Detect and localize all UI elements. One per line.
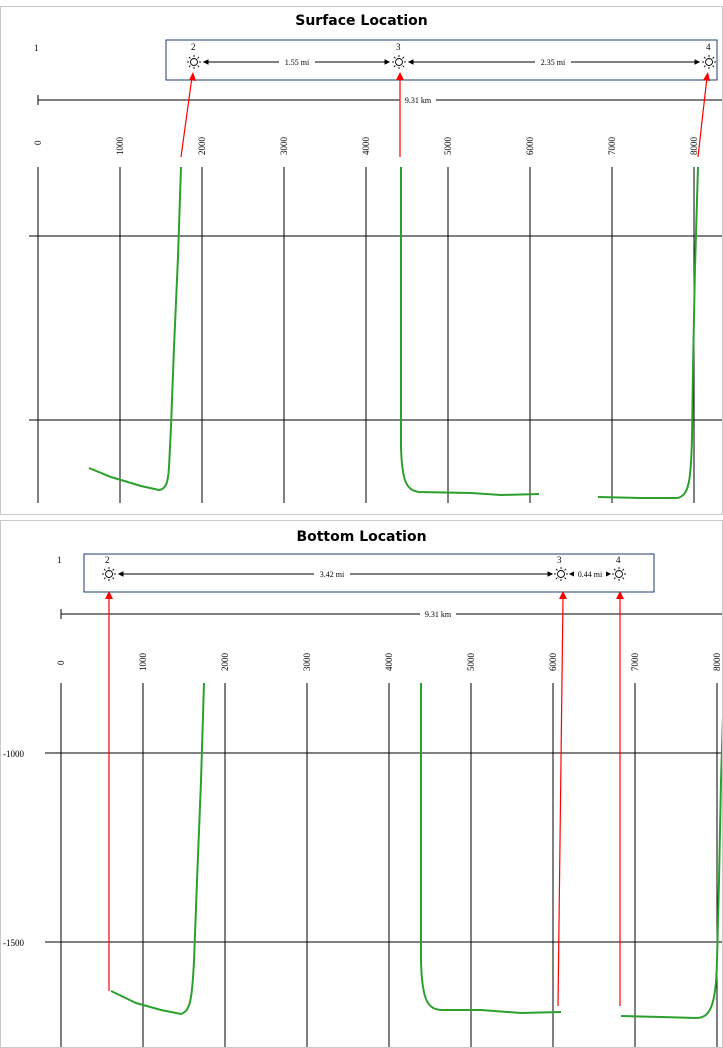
well-trajectory [400,167,540,497]
total-distance-ruler [60,609,722,619]
x-tick-label: 7000 [607,137,617,156]
x-tick-label: 5000 [466,653,476,672]
well-pointer-arrow [697,72,710,158]
surface-location-panel: Surface Location 1 2 3 4 [0,6,723,515]
x-tick-label: 2000 [197,137,207,156]
well-pointer-arrow [105,591,113,991]
sun-icon [554,567,568,581]
panel-title: Surface Location [295,13,428,29]
location-box [165,39,718,81]
surface-location-canvas: 1 2 3 4 [29,39,722,503]
sun-icon [187,55,201,69]
panel-title: Bottom Location [296,529,427,545]
sun-icon [392,55,406,69]
bottom-location-canvas: 1 2 3 4 [3,553,722,1047]
x-tick-label: 4000 [361,137,371,156]
x-tick-label: 7000 [630,653,640,672]
bottom-location-panel: Bottom Location 1 2 3 4 [0,520,723,1048]
x-tick-label: 1000 [138,653,148,672]
box-left-label: 1 [57,555,62,565]
distance-label: 2.35 mi [541,58,566,67]
well-label-3: 3 [557,555,562,565]
total-distance-ruler [37,95,722,105]
x-tick-label: 2000 [220,653,230,672]
horizontal-grid-lines [29,235,722,421]
well-pointer-arrow [180,72,196,158]
well-label-4: 4 [706,42,711,52]
horizontal-grid-lines [45,752,722,943]
x-tick-label: 6000 [548,653,558,672]
total-distance-label: 9.31 km [425,610,452,619]
distance-label: 1.55 mi [285,58,310,67]
sun-icon [702,55,716,69]
sun-icon [612,567,626,581]
well-trajectory [88,166,182,492]
x-tick-label: 8000 [712,653,722,672]
well-trajectory [420,683,562,1015]
x-tick-label: 4000 [384,653,394,672]
well-label-3: 3 [396,42,401,52]
box-left-label: 1 [34,43,39,53]
distance-label: 0.44 mi [578,570,603,579]
well-pointer-arrow [557,591,567,1007]
depth-label: -1500 [3,938,24,948]
well-label-4: 4 [616,555,621,565]
well-label-2: 2 [191,42,196,52]
well-trajectory [597,166,699,499]
well-trajectory [110,682,205,1016]
x-tick-label: 6000 [525,137,535,156]
well-pointer-arrow [616,591,624,1006]
x-tick-label: 5000 [443,137,453,156]
depth-label: -1000 [3,749,24,759]
x-tick-label: 8000 [689,137,699,156]
vertical-grid-lines [60,683,718,1047]
distance-label: 3.42 mi [320,570,345,579]
x-tick-label: 0 [56,660,66,665]
x-tick-label: 0 [33,140,43,145]
x-tick-label: 1000 [115,137,125,156]
well-label-2: 2 [105,555,110,565]
location-box [83,553,655,593]
sun-icon [102,567,116,581]
vertical-grid-lines [37,167,695,503]
total-distance-label: 9.31 km [405,96,432,105]
well-trajectory [620,715,722,1020]
well-pointer-arrow [396,72,404,157]
x-tick-label: 3000 [302,653,312,672]
x-tick-label: 3000 [279,137,289,156]
